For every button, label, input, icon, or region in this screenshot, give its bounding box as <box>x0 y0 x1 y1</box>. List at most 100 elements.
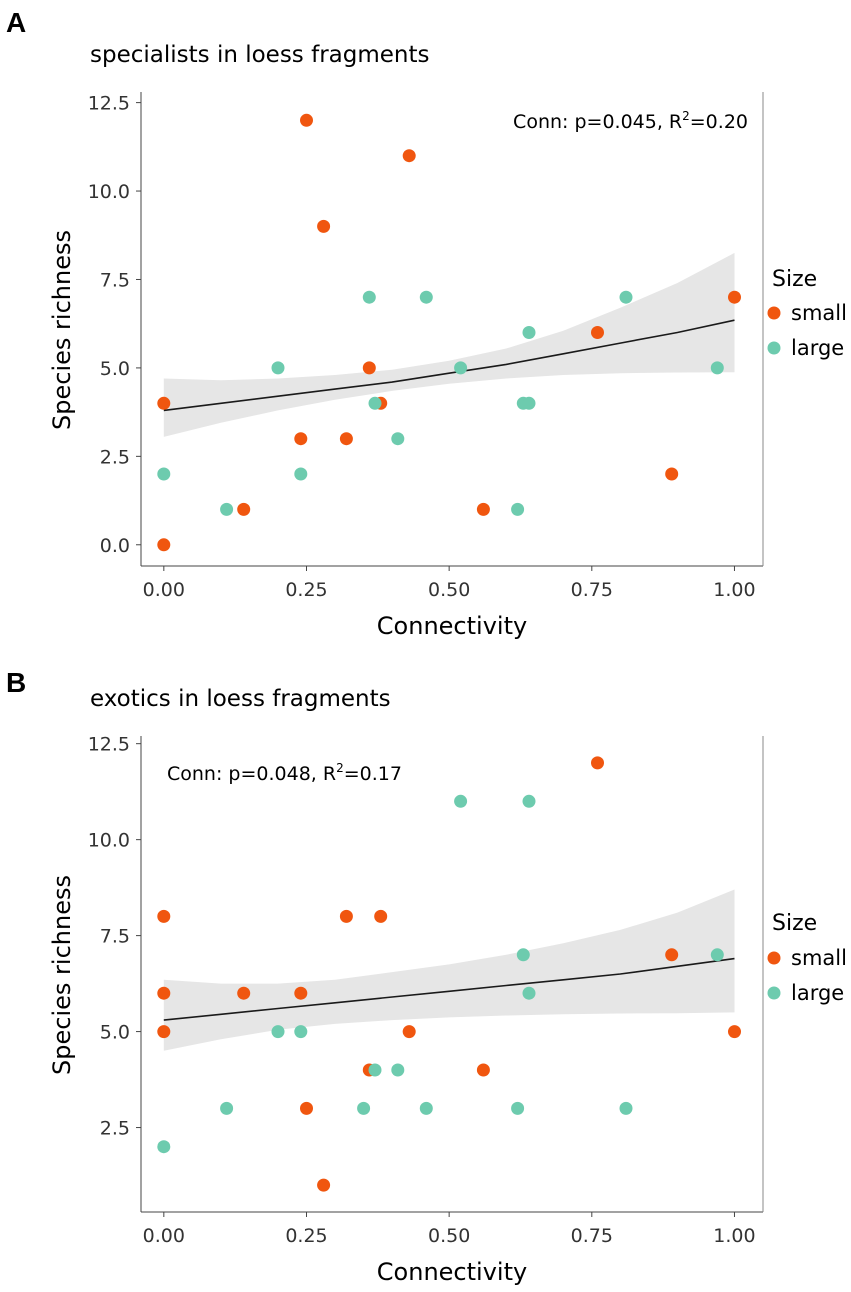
panel-b-y-tick-label: 12.5 <box>88 734 130 756</box>
panel-a-point-small <box>300 113 313 127</box>
panel-a-point-small <box>317 219 331 233</box>
panel-b-point-large <box>710 948 724 962</box>
panel-a-plot: 0.00 0.25 0.50 0.75 1.00 0.0 2.5 5.0 7.5 10.0 12.5 <box>88 92 764 601</box>
panel-b-point-small <box>402 1025 416 1039</box>
panel-a-x-tick-label: 0.75 <box>571 579 613 601</box>
panel-b-point-large <box>522 794 536 808</box>
panel-b-point-large <box>294 1025 308 1039</box>
panel-b-point-large <box>357 1101 371 1115</box>
panel-a-point-large <box>220 502 234 516</box>
panel-a-y-tick-label: 10.0 <box>88 181 130 203</box>
panel-a-legend-title: Size <box>772 267 817 292</box>
panel-b-point-large <box>391 1063 405 1077</box>
panel-a-y-axis-label: Species richness <box>48 230 76 430</box>
panel-a-point-small <box>157 396 171 410</box>
panel-b-point-small <box>157 1025 171 1039</box>
panel-b-point-small <box>374 909 388 923</box>
panel-b-point-large <box>454 794 468 808</box>
panel-b-point-small <box>157 986 171 1000</box>
panel-b-y-tick-label: 2.5 <box>100 1118 130 1140</box>
panel-a-x-tick-label: 0.25 <box>285 579 327 601</box>
panel-a-point-large <box>511 502 525 516</box>
panel-a-legend-label-small: small <box>791 301 847 325</box>
panel-b-legend-title: Size <box>772 911 817 936</box>
panel-a-point-small <box>665 467 679 481</box>
panel-a-x-tick-label: 1.00 <box>713 579 755 601</box>
panel-b-stats-annotation: Conn: p=0.048, R2=0.17 <box>167 761 402 785</box>
panel-a-x-axis-label: Connectivity <box>377 612 527 640</box>
panel-a-point-small <box>591 326 604 339</box>
panel-a-point-large <box>362 290 376 304</box>
panel-b-plot: 0.00 0.25 0.50 0.75 1.00 2.5 5.0 7.5 10.0 12.5 <box>88 734 764 1247</box>
panel-b-point-large <box>619 1101 633 1115</box>
panel-a-point-large <box>368 396 382 410</box>
panel-a-point-large <box>710 361 724 375</box>
panel-a-stats-annotation: Conn: p=0.045, R2=0.20 <box>513 109 748 133</box>
panel-b-confidence-band <box>163 889 735 1051</box>
panel-b-legend: Size small large <box>767 911 847 1005</box>
panel-a-y-tick-label: 7.5 <box>100 269 130 291</box>
panel-a-title: specialists in loess fragments <box>90 42 430 68</box>
panel-b-y-tick-label: 10.0 <box>88 830 130 852</box>
panel-a-point-large <box>294 467 308 481</box>
panel-a-y-tick-label: 0.0 <box>100 535 130 557</box>
panel-a-point-large <box>391 432 405 446</box>
panel-a-point-large <box>157 467 171 481</box>
panel-a-x-tick-label: 0.00 <box>143 579 185 601</box>
panel-a-confidence-band <box>163 252 735 437</box>
panel-a-point-small <box>728 290 741 304</box>
panel-a-point-large <box>522 396 536 410</box>
panel-a-point-large <box>454 361 468 375</box>
panel-b-legend-swatch-large <box>767 986 781 1000</box>
panel-b-point-large <box>368 1063 382 1077</box>
panel-b-fit-line <box>163 957 735 1021</box>
panel-b-x-tick-label: 0.75 <box>571 1225 613 1247</box>
panel-b-point-small <box>728 1025 741 1039</box>
panel-b-x-axis-label: Connectivity <box>377 1258 527 1286</box>
panel-b-x-tick-label: 1.00 <box>713 1225 755 1247</box>
panel-b-point-large <box>220 1101 234 1115</box>
panel-a-point-large <box>419 290 433 304</box>
panel-a-legend-label-large: large <box>791 336 844 360</box>
panel-b-point-large <box>522 986 536 1000</box>
panel-b-point-small <box>157 909 171 923</box>
panel-b-point-large <box>516 948 530 962</box>
panel-b-point-large <box>511 1101 525 1115</box>
panel-a-point-small <box>294 432 308 446</box>
panel-b-y-axis-label: Species richness <box>48 875 76 1075</box>
panel-a-point-large <box>619 290 633 304</box>
panel-b-point-small <box>665 948 679 962</box>
panel-a-point-small <box>362 361 376 375</box>
panel-letter-b: B <box>6 667 26 698</box>
panel-letter-a: A <box>6 7 26 38</box>
panel-b-point-small <box>300 1101 313 1115</box>
panel-a-point-large <box>522 326 536 339</box>
panel-b-legend-label-large: large <box>791 981 844 1005</box>
panel-b-point-large <box>157 1140 171 1154</box>
panel-a-point-small <box>402 149 416 163</box>
panel-a-point-large <box>271 361 285 375</box>
panel-b-legend-swatch-small <box>767 951 781 965</box>
panel-b-point-large <box>271 1025 285 1039</box>
panel-b-x-tick-label: 0.50 <box>428 1225 470 1247</box>
panel-a-point-small <box>339 432 353 446</box>
panel-b-y-tick-label: 7.5 <box>100 926 130 948</box>
panel-a-x-tick-label: 0.50 <box>428 579 470 601</box>
panel-a-y-tick-label: 12.5 <box>88 93 130 115</box>
panel-a-y-tick-label: 2.5 <box>100 446 130 468</box>
panel-a: A specialists in loess fragments 0.00 0.2… <box>6 7 847 640</box>
panel-a-point-small <box>237 502 251 516</box>
panel-a-y-tick-label: 5.0 <box>100 358 130 380</box>
panel-b-point-small <box>294 986 308 1000</box>
panel-b-point-small <box>476 1063 490 1077</box>
panel-a-point-small <box>157 538 171 552</box>
panel-b-y-tick-label: 5.0 <box>100 1022 130 1044</box>
panel-b-x-tick-label: 0.25 <box>285 1225 327 1247</box>
panel-a-legend-swatch-large <box>767 341 781 355</box>
panel-b-point-large <box>419 1101 433 1115</box>
panel-b-legend-label-small: small <box>791 946 847 970</box>
panel-b-point-small <box>591 756 604 770</box>
panel-a-legend-swatch-small <box>767 306 781 320</box>
panel-a-point-small <box>476 502 490 516</box>
